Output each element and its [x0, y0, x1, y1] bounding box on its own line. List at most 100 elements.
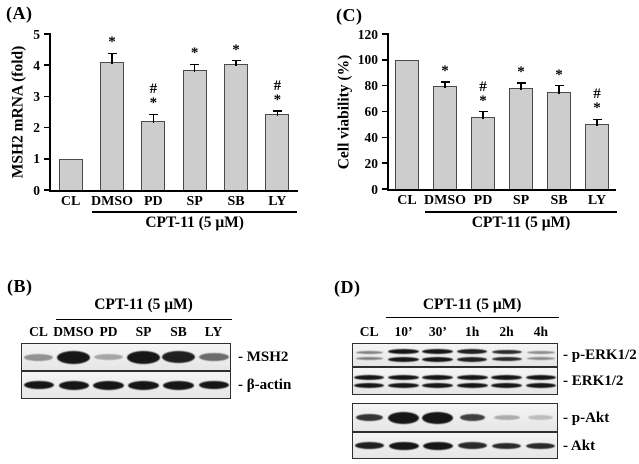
error-cap-LY [272, 110, 282, 112]
panel-A: (A) CL * DMSO # * PD * SP * SB # * LY 0 1 2 3 4 5 MSH2 mRNA… [0, 0, 320, 240]
band-0-4 [162, 351, 195, 363]
band-0-5 [198, 353, 229, 361]
band-1-5 [198, 381, 229, 389]
lane-label-5: 4h [533, 324, 548, 339]
band-1-1 [58, 380, 89, 390]
band-0-3 [127, 350, 160, 364]
panel-A-letter: (A) [6, 3, 33, 23]
error-cap-PD [478, 110, 488, 113]
blot-box-0 [21, 343, 231, 371]
sig-char: # [593, 86, 601, 103]
y-axis [49, 33, 51, 191]
treatment-underline [55, 319, 232, 321]
sig-marker-SP: * [510, 64, 532, 81]
y-tick [382, 162, 388, 164]
bar-CL [395, 59, 419, 189]
band-0-0 [24, 353, 53, 361]
bar-LY [585, 124, 609, 189]
band-0-1 [57, 350, 90, 364]
x-axis [387, 189, 616, 191]
treatment-label: CPT-11 (5 μM) [422, 296, 522, 313]
panel-D-letter: (D) [334, 277, 361, 297]
band-0-3-lower [457, 356, 488, 362]
bar-SP [182, 69, 207, 190]
sig-char: * [190, 45, 199, 62]
y-tick-label: 100 [357, 52, 378, 68]
band-0-2-lower [422, 356, 454, 362]
band-3-4 [492, 442, 521, 449]
sig-char: # [149, 81, 158, 98]
x-tick-label-SP: SP [186, 194, 203, 209]
sig-char: * [517, 64, 525, 81]
error-bar-DMSO [444, 81, 446, 88]
band-0-0-upper [355, 350, 383, 354]
band-1-3-lower [456, 382, 488, 388]
blot-box-1 [21, 371, 231, 399]
lane-label-0: CL [359, 324, 379, 339]
error-cap-SB [231, 59, 241, 62]
band-0-0-lower [355, 356, 383, 360]
treatment-label: CPT-11 (5 μM) [94, 296, 193, 313]
error-cap-PD [148, 113, 158, 116]
bar-PD [141, 121, 166, 190]
y-tick [382, 33, 388, 35]
blot-box-3 [352, 432, 558, 459]
sig-char: * [232, 41, 240, 58]
panel-B-letter: (B) [7, 276, 33, 296]
error-bar-SB [558, 85, 560, 95]
x-tick-label-SP: SP [512, 193, 530, 208]
band-0-3-upper [457, 348, 488, 354]
band-3-1 [388, 441, 419, 450]
band-0-4-upper [491, 349, 522, 354]
blot-label-0: - MSH2 [238, 349, 289, 365]
band-2-0 [355, 414, 383, 421]
sig-marker-DMSO: * [101, 35, 123, 50]
band-1-4 [163, 380, 194, 390]
y-tick [382, 59, 388, 61]
band-0-1-lower [388, 356, 419, 362]
treatment-underline [385, 317, 559, 319]
error-cap-SP [516, 82, 526, 84]
bar-DMSO [100, 62, 124, 190]
lane-label-5: LY [204, 324, 223, 339]
y-tick [44, 189, 50, 191]
sig-char: # [273, 78, 282, 95]
y-tick [382, 188, 388, 190]
lane-label-0: CL [29, 324, 48, 339]
band-1-0-upper [354, 374, 385, 380]
y-tick-label: 120 [357, 26, 378, 42]
band-1-5-lower [525, 382, 556, 388]
x-tick-label-SB: SB [550, 193, 568, 208]
bar-DMSO [433, 85, 457, 189]
band-3-3 [457, 442, 487, 449]
error-cap-LY [592, 118, 602, 120]
bar-SB [547, 92, 571, 189]
sig-char: * [479, 92, 487, 109]
band-2-4 [493, 415, 520, 420]
band-3-5 [526, 442, 556, 449]
band-0-2 [94, 354, 123, 360]
blot-box-2 [352, 403, 558, 432]
sig-marker-SB: * [225, 41, 247, 58]
band-3-0 [354, 442, 384, 449]
sig-marker-LY: # * [586, 86, 608, 116]
band-1-2-lower [422, 382, 454, 388]
error-cap-SB [554, 84, 564, 87]
band-0-5-upper [526, 350, 555, 354]
y-tick [44, 33, 50, 35]
sig-marker-SP: * [184, 45, 206, 62]
x-tick-label-LY: LY [587, 193, 607, 208]
x-tick-label-CL: CL [397, 193, 417, 208]
y-tick [382, 136, 388, 139]
treatment-label: CPT-11 (5 μM) [145, 214, 244, 231]
band-1-5-upper [525, 374, 556, 380]
erk-akt-western-blot: CPT-11 (5 μM) CL 10’ 30’ 1h 2h 4h - p-ERK1/2 - E… [320, 240, 639, 464]
cell-viability-bar-chart: CL * DMSO # * PD * SP * SB # * LY 0 20 40 60 80 100 120 Cell… [320, 0, 639, 240]
blot-box-1 [352, 367, 558, 395]
msh2-mrna-bar-chart: CL * DMSO # * PD * SP * SB # * LY 0 1 2 3 4 5 MSH2 mRNA (fo… [0, 0, 320, 240]
blot-label-2: - p-Akt [563, 409, 610, 426]
bar-CL [58, 158, 83, 190]
y-tick-label: 80 [364, 78, 379, 94]
band-0-2-upper [422, 348, 454, 354]
